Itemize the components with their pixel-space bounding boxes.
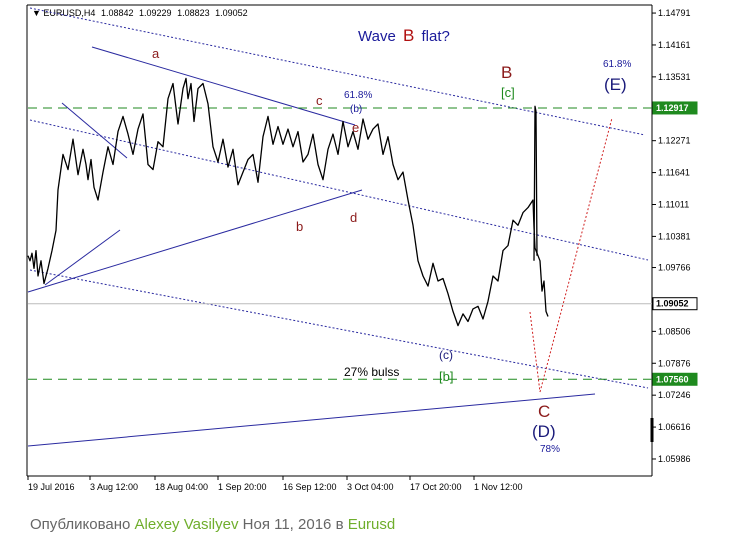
wave-label-b-paren: (b) (350, 104, 362, 115)
projection-up-line (539, 117, 613, 393)
triangle-lower-line (27, 189, 363, 293)
bulls-annotation: 27% bulss (344, 365, 399, 379)
y-tick-label: 1.14791 (658, 8, 691, 18)
y-tick-label: 1.05986 (658, 454, 691, 464)
long-support-line (27, 393, 596, 447)
x-axis: 19 Jul 2016 3 Aug 12:00 18 Aug 04:00 1 Sep … (27, 476, 523, 492)
y-tick-label: 1.09766 (658, 263, 691, 273)
y-tick-label: 1.11011 (658, 199, 689, 209)
projection-down-line (529, 311, 541, 393)
price-series (27, 77, 549, 327)
header-symbol: ▼ EURUSD,H4 1.08842 1.09229 1.08823 1.09… (32, 8, 248, 18)
fib-label-D: 78% (540, 444, 560, 455)
level-label-box (652, 372, 698, 386)
y-tick-label: 1.06616 (658, 422, 691, 432)
y-tick-label: 1.12271 (658, 136, 691, 146)
trendlines (27, 46, 596, 447)
header-high: 1.09229 (139, 8, 172, 18)
wave-label-b-green: [b] (439, 369, 453, 384)
level-label-box (652, 101, 698, 115)
wave-label-C: C (538, 402, 550, 421)
x-tick-label: 19 Jul 2016 (28, 482, 75, 492)
wave-label-c-paren: (c) (439, 348, 453, 362)
level-label-box (652, 297, 698, 311)
header-arrow-icon: ▼ (32, 8, 43, 18)
y-tick-label: 1.10381 (658, 231, 691, 241)
chart-title: Wave B flat? (358, 26, 450, 45)
y-axis: 1.14791 1.14161 1.13531 1.12271 1.11641 1.110… (652, 8, 691, 464)
fib-label-b: 61.8% (344, 90, 372, 101)
x-tick-label: 1 Nov 12:00 (474, 482, 523, 492)
header-low: 1.08823 (177, 8, 210, 18)
y-tick-label: 1.07876 (658, 358, 691, 368)
x-tick-label: 17 Oct 20:00 (410, 482, 462, 492)
caption-date: Ноя 11, 2016 (242, 516, 332, 533)
wave-labels: a c e b d 61.8% (b) B [c] 61.8% (E) (c) … (152, 46, 631, 455)
wave-label-c: c (316, 93, 323, 108)
projection-path (529, 117, 613, 393)
channel-upper-line (29, 7, 646, 136)
wave-label-B: B (501, 63, 512, 82)
chart-area: ▼ EURUSD,H4 1.08842 1.09229 1.08823 1.09… (26, 4, 698, 492)
wave-label-e: e (352, 120, 359, 135)
level-labels: 1.12917 1.07560 1.09052 (652, 101, 698, 386)
y-tick-label: 1.07246 (658, 390, 691, 400)
short-down-line (61, 102, 128, 159)
level-label-text: 1.09052 (656, 299, 689, 309)
fib-label-E: 61.8% (603, 59, 631, 70)
channel-lower-line (29, 269, 649, 389)
caption-prefix: Опубликовано (30, 516, 131, 533)
y-tick-label: 1.13531 (658, 72, 691, 82)
publication-caption: Опубликовано Alexey Vasilyev Ноя 11, 201… (30, 516, 395, 533)
author-link[interactable]: Alexey Vasilyev (134, 516, 239, 533)
x-tick-label: 1 Sep 20:00 (218, 482, 267, 492)
x-tick-label: 3 Oct 04:00 (347, 482, 394, 492)
title-prefix: Wave (358, 28, 396, 45)
price-line (27, 77, 549, 327)
wave-label-b: b (296, 219, 303, 234)
y-tick-label: 1.08506 (658, 326, 691, 336)
x-tick-label: 18 Aug 04:00 (155, 482, 208, 492)
wave-label-c-green: [c] (501, 85, 515, 100)
price-levels (28, 107, 652, 380)
level-label-text: 1.12917 (656, 103, 689, 113)
level-label-text: 1.07560 (656, 374, 689, 384)
pair-link[interactable]: Eurusd (347, 516, 396, 533)
x-tick-label: 16 Sep 12:00 (283, 482, 337, 492)
wave-label-a: a (152, 46, 160, 61)
title-wave-letter: B (403, 26, 414, 45)
title-suffix: flat? (421, 28, 449, 45)
header-open: 1.08842 (101, 8, 134, 18)
header-symbol-text: EURUSD,H4 (43, 8, 95, 18)
y-tick-label: 1.14161 (658, 40, 691, 50)
price-spike-line (533, 105, 538, 261)
price-chart: ▼ EURUSD,H4 1.08842 1.09229 1.08823 1.09… (26, 4, 698, 492)
header-close: 1.09052 (215, 8, 248, 18)
triangle-upper-line (91, 46, 356, 126)
channel-lines (29, 7, 649, 389)
short-up-line (44, 229, 121, 286)
caption-in: в (335, 516, 344, 533)
wave-label-d: d (350, 210, 357, 225)
y-tick-label: 1.11641 (658, 168, 690, 178)
wave-label-D: (D) (532, 422, 556, 441)
x-tick-label: 3 Aug 12:00 (90, 482, 138, 492)
wave-label-E: (E) (604, 75, 627, 94)
channel-mid-line (29, 119, 649, 261)
